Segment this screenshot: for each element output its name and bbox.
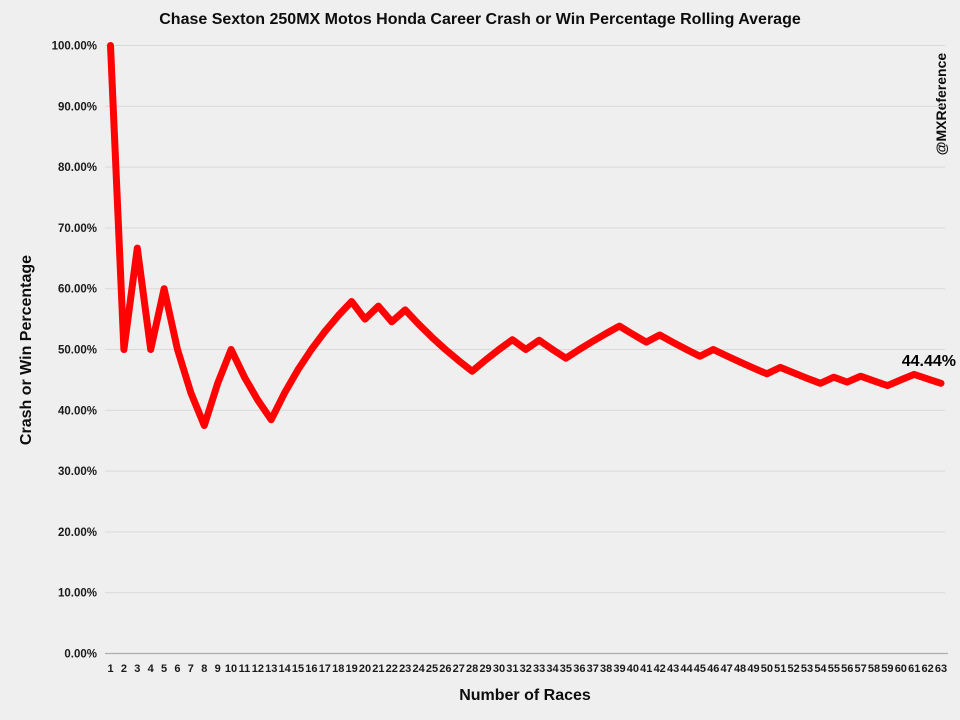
- x-tick-label: 58: [868, 663, 880, 675]
- x-tick-label: 4: [148, 663, 155, 675]
- x-tick-label: 29: [479, 663, 491, 675]
- x-tick-label: 34: [546, 663, 559, 675]
- x-tick-label: 53: [801, 663, 813, 675]
- x-tick-label: 33: [533, 663, 545, 675]
- x-axis-title: Number of Races: [459, 687, 591, 704]
- x-tick-label: 31: [506, 663, 518, 675]
- y-tick-label: 40.00%: [58, 405, 97, 417]
- x-tick-label: 13: [265, 663, 277, 675]
- x-tick-label: 11: [239, 663, 251, 675]
- x-tick-label: 41: [640, 663, 652, 675]
- y-tick-label: 100.00%: [52, 41, 97, 53]
- x-tick-label: 25: [426, 663, 438, 675]
- x-tick-label: 59: [881, 663, 893, 675]
- chart-title: Chase Sexton 250MX Motos Honda Career Cr…: [159, 11, 801, 28]
- x-tick-label: 21: [372, 663, 384, 675]
- x-tick-label: 9: [215, 663, 221, 675]
- x-tick-label: 12: [252, 663, 264, 675]
- x-tick-label: 61: [908, 663, 920, 675]
- x-tick-label: 63: [935, 663, 947, 675]
- x-tick-label: 5: [161, 663, 167, 675]
- x-tick-label: 17: [319, 663, 331, 675]
- x-tick-label: 52: [788, 663, 800, 675]
- x-tick-label: 50: [761, 663, 773, 675]
- x-tick-label: 55: [828, 663, 840, 675]
- x-tick-label: 47: [721, 663, 733, 675]
- x-tick-label: 35: [560, 663, 572, 675]
- x-tick-label: 24: [412, 663, 425, 675]
- y-tick-label: 0.00%: [64, 649, 97, 661]
- x-tick-label: 23: [399, 663, 411, 675]
- x-tick-label: 57: [855, 663, 867, 675]
- x-tick-label: 44: [680, 663, 693, 675]
- x-tick-label: 10: [225, 663, 237, 675]
- x-tick-label: 42: [654, 663, 666, 675]
- x-tick-label: 19: [345, 663, 357, 675]
- end-data-label: 44.44%: [901, 353, 956, 370]
- y-tick-label: 80.00%: [58, 162, 97, 174]
- x-tick-label: 22: [386, 663, 398, 675]
- x-tick-label: 27: [453, 663, 465, 675]
- x-tick-label: 1: [107, 663, 113, 675]
- y-tick-label: 20.00%: [58, 527, 97, 539]
- x-tick-label: 37: [587, 663, 599, 675]
- x-tick-label: 40: [627, 663, 639, 675]
- x-tick-label: 48: [734, 663, 746, 675]
- y-tick-label: 60.00%: [58, 284, 97, 296]
- x-tick-label: 7: [188, 663, 194, 675]
- x-tick-label: 26: [439, 663, 451, 675]
- x-tick-label: 43: [667, 663, 679, 675]
- x-tick-label: 38: [600, 663, 612, 675]
- x-tick-label: 28: [466, 663, 478, 675]
- x-tick-label: 18: [332, 663, 344, 675]
- x-tick-label: 2: [121, 663, 127, 675]
- x-tick-label: 30: [493, 663, 505, 675]
- x-tick-label: 6: [174, 663, 180, 675]
- x-tick-label: 39: [613, 663, 625, 675]
- x-tick-label: 8: [201, 663, 207, 675]
- x-tick-label: 60: [895, 663, 907, 675]
- x-tick-label: 45: [694, 663, 706, 675]
- x-tick-label: 46: [707, 663, 719, 675]
- x-tick-label: 20: [359, 663, 371, 675]
- x-tick-label: 36: [573, 663, 585, 675]
- x-tick-label: 49: [747, 663, 759, 675]
- x-tick-label: 14: [279, 663, 292, 675]
- x-tick-label: 62: [921, 663, 933, 675]
- series-line: [107, 42, 945, 429]
- x-tick-label: 51: [774, 663, 786, 675]
- x-tick-label: 56: [841, 663, 853, 675]
- y-tick-label: 30.00%: [58, 466, 97, 478]
- y-tick-label: 70.00%: [58, 223, 97, 235]
- x-tick-label: 54: [814, 663, 827, 675]
- y-tick-label: 50.00%: [58, 345, 97, 357]
- x-tick-label: 3: [134, 663, 140, 675]
- y-tick-label: 90.00%: [58, 101, 97, 113]
- x-tick-label: 32: [520, 663, 532, 675]
- x-tick-label: 16: [305, 663, 317, 675]
- x-tick-label: 15: [292, 663, 304, 675]
- y-tick-label: 10.00%: [58, 588, 97, 600]
